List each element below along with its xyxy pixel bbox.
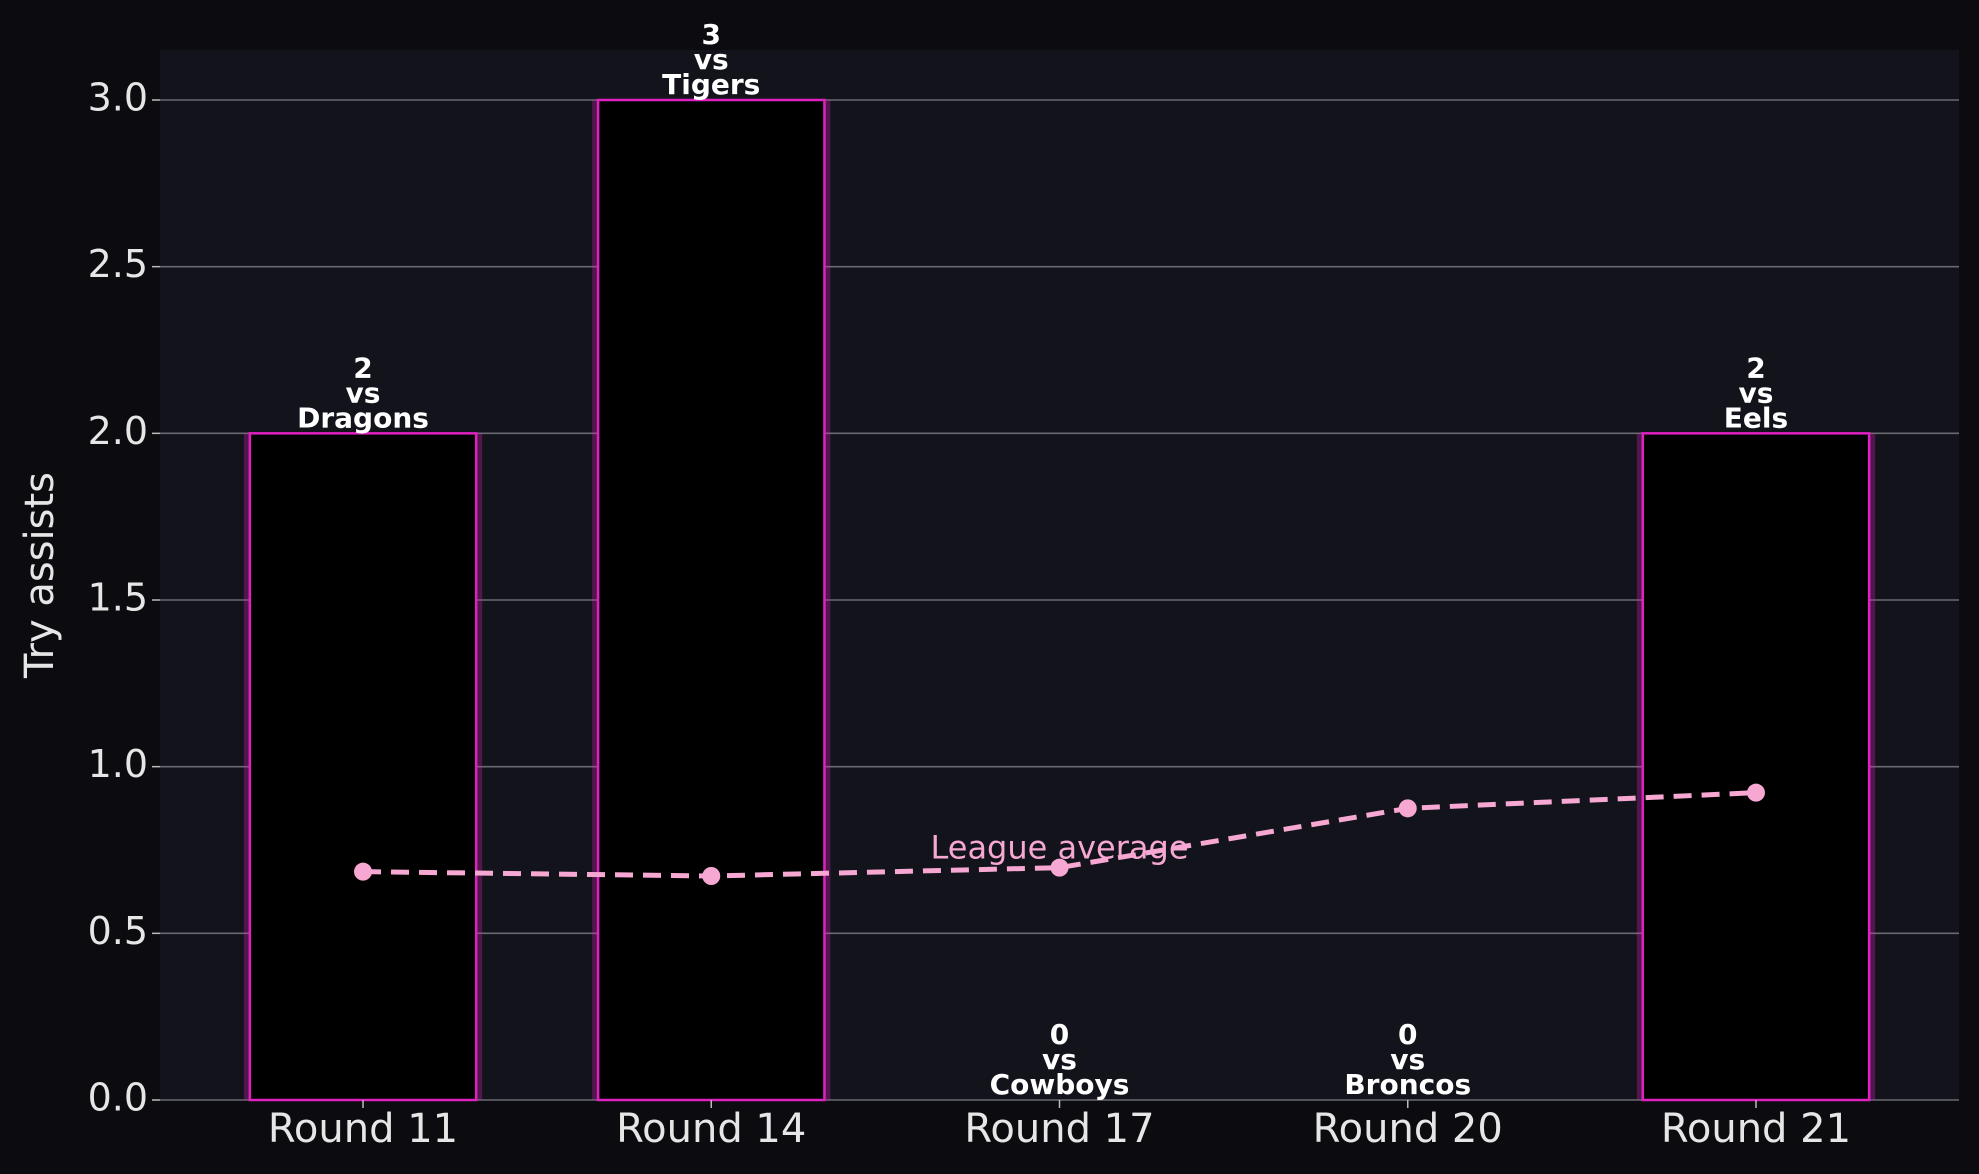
bar-label-line: 0	[1398, 1018, 1417, 1051]
x-tick-label: Round 17	[964, 1106, 1154, 1152]
line-point	[702, 867, 721, 885]
bar-label: 2 vs Eels	[1724, 351, 1788, 434]
bar-label-line: 3	[702, 18, 721, 51]
bar	[1641, 432, 1871, 1102]
line-point	[1746, 783, 1765, 802]
y-tick-label: 3.0	[88, 76, 148, 120]
bar-label-line: 2	[353, 351, 372, 384]
x-tick-label: Round 14	[616, 1106, 806, 1152]
x-tick-label: Round 20	[1313, 1106, 1503, 1152]
bar-label: 3 vs Tigers	[662, 18, 760, 101]
bar-label-line: Tigers	[662, 68, 760, 101]
line-point	[1398, 799, 1417, 818]
bar-label-line: Broncos	[1344, 1068, 1471, 1101]
bar-label: 0 vs Cowboys	[990, 1018, 1130, 1101]
bar-label-line: 2	[1746, 351, 1765, 384]
line-point	[1050, 858, 1069, 877]
bar-label: 2 vs Dragons	[297, 351, 429, 434]
bar-label-line: vs	[346, 376, 381, 409]
y-tick-label: 1.0	[88, 742, 148, 786]
y-tick-label: 0.0	[88, 1076, 148, 1120]
line-point	[354, 862, 373, 881]
y-tick-label: 0.5	[88, 909, 148, 953]
bar	[596, 98, 826, 1102]
x-tick-label: Round 21	[1661, 1106, 1851, 1152]
bar-label-line: vs	[1042, 1043, 1077, 1076]
bar-label-line: 0	[1050, 1018, 1069, 1051]
line-annotation: League average	[930, 829, 1188, 867]
bar-label-line: Cowboys	[990, 1068, 1130, 1101]
y-tick-label: 2.0	[88, 409, 148, 453]
line	[362, 790, 1757, 879]
x-tick-label: Round 11	[268, 1106, 458, 1152]
bar-label-line: vs	[1739, 376, 1774, 409]
bar-label-line: Eels	[1724, 401, 1788, 434]
bar-label-line: vs	[1390, 1043, 1425, 1076]
y-axis-label: Try assists	[17, 472, 63, 679]
bar-label-line: vs	[694, 43, 729, 76]
bar-label-line: Dragons	[297, 401, 429, 434]
y-tick-label: 1.5	[88, 576, 148, 620]
bar-label: 0 vs Broncos	[1344, 1018, 1471, 1101]
bar	[248, 432, 478, 1102]
y-tick-label: 2.5	[88, 242, 148, 286]
